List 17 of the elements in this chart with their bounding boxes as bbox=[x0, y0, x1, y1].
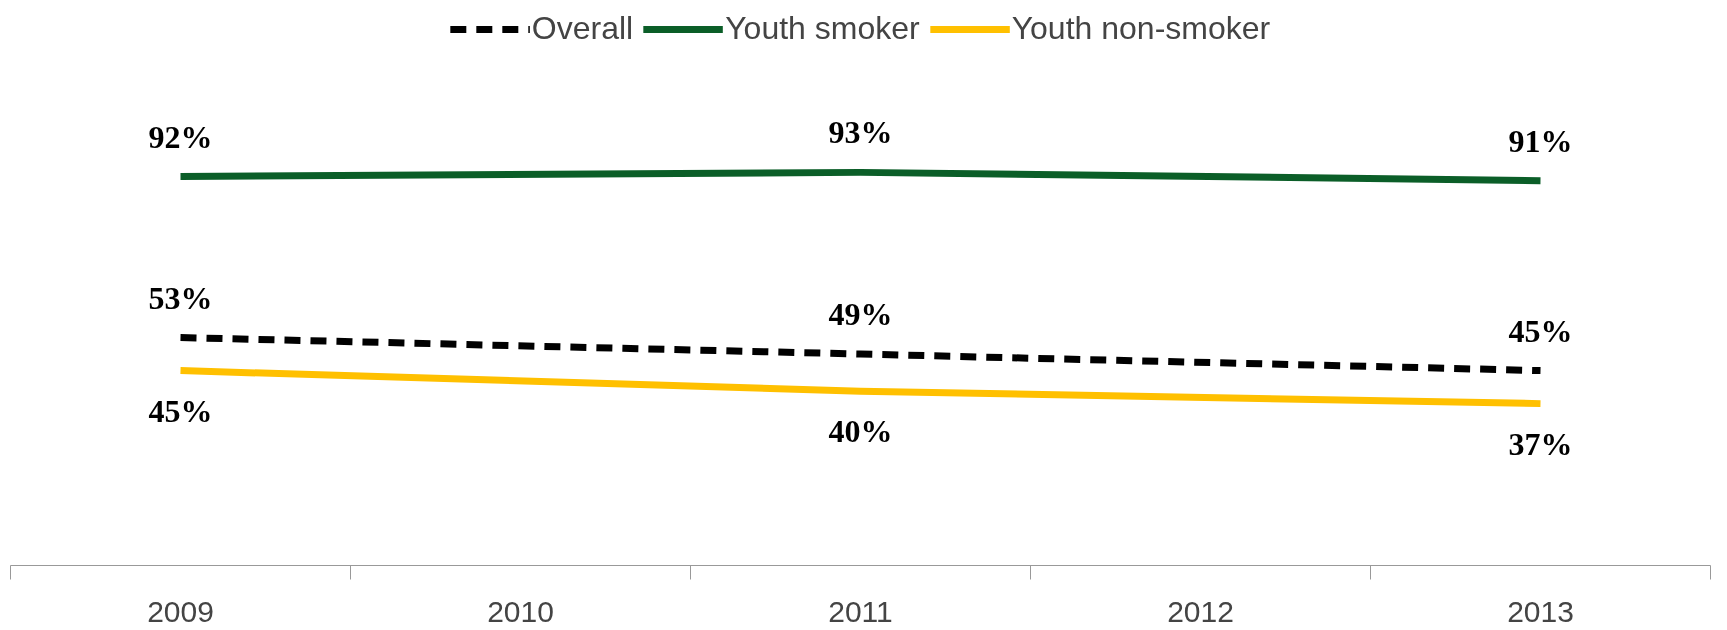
data-label: 93% bbox=[828, 114, 893, 151]
x-tick-label: 2010 bbox=[487, 594, 554, 628]
x-tick-label: 2009 bbox=[147, 594, 214, 628]
data-label: 91% bbox=[1508, 122, 1573, 159]
x-tick-label: 2011 bbox=[828, 594, 893, 628]
legend-label: Overall bbox=[531, 10, 634, 47]
data-label: 45% bbox=[1508, 312, 1573, 349]
data-label: 53% bbox=[148, 279, 213, 316]
legend-label: Youth non-smoker bbox=[1011, 10, 1271, 47]
data-label: 49% bbox=[828, 296, 893, 333]
x-tick-label: 2012 bbox=[1167, 594, 1234, 628]
data-label: 37% bbox=[1508, 425, 1573, 462]
data-label: 45% bbox=[148, 392, 213, 429]
legend-label: Youth smoker bbox=[725, 10, 920, 47]
data-label: 40% bbox=[828, 413, 893, 450]
data-label: 92% bbox=[148, 118, 213, 155]
x-tick-label: 2013 bbox=[1507, 594, 1574, 628]
